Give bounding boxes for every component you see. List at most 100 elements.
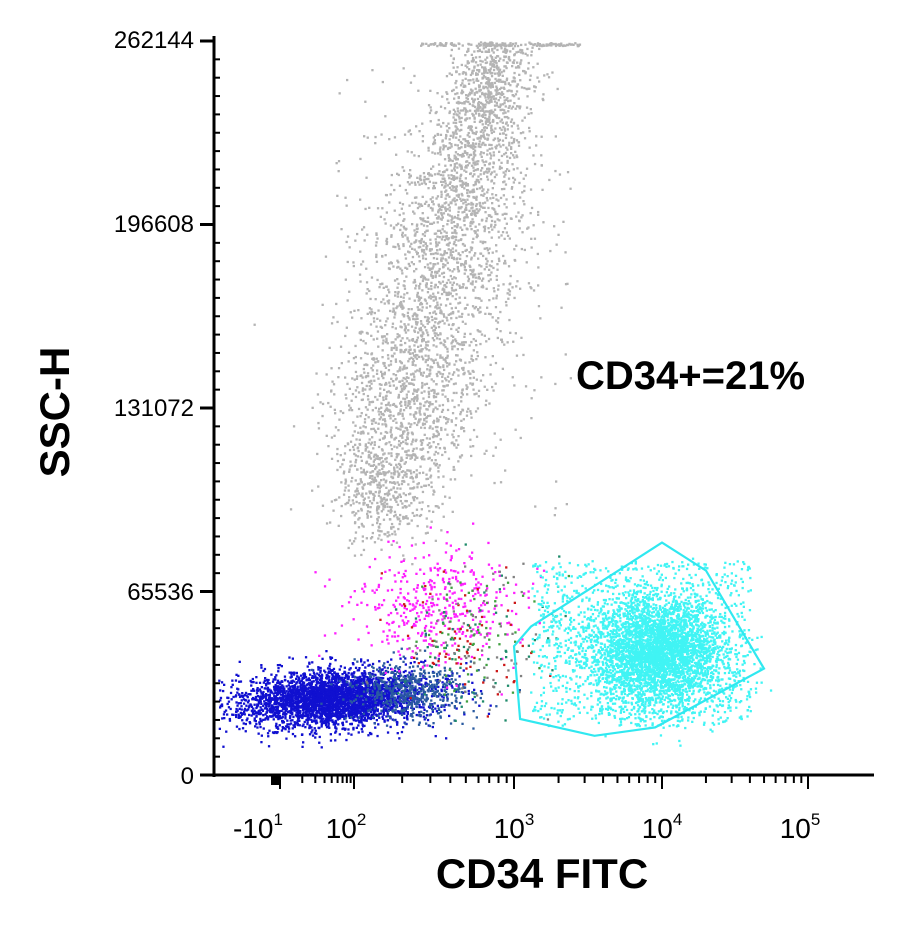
granulocyte-event: [466, 134, 469, 137]
granulocyte-event: [428, 426, 431, 430]
granulocyte-event: [332, 509, 335, 512]
granulocyte-event: [413, 196, 417, 199]
granulocyte-event: [514, 42, 518, 45]
granulocyte-event: [427, 354, 430, 358]
granulocyte-event: [469, 445, 472, 448]
granulocyte-event: [440, 410, 444, 413]
granulocyte-event: [467, 100, 470, 104]
granulocyte-event: [417, 89, 420, 92]
granulocyte-event: [439, 217, 442, 220]
granulocyte-event: [503, 65, 506, 68]
lymphocyte-event: [351, 691, 354, 694]
granulocyte-event: [506, 124, 509, 127]
granulocyte-event: [401, 272, 404, 275]
granulocyte-event: [365, 331, 369, 335]
lymphocyte-event: [378, 680, 381, 683]
granulocyte-event: [366, 512, 369, 516]
granulocyte-event: [438, 148, 442, 151]
granulocyte-event: [372, 481, 375, 484]
granulocyte-event: [504, 65, 507, 68]
granulocyte-event: [410, 356, 413, 359]
granulocyte-event: [478, 120, 482, 124]
granulocyte-event: [524, 174, 527, 177]
granulocyte-event: [514, 428, 517, 431]
granulocyte-event: [380, 456, 383, 460]
granulocyte-event: [441, 216, 444, 219]
granulocyte-event: [382, 376, 385, 380]
granulocyte-event: [461, 152, 464, 156]
granulocyte-event: [450, 378, 453, 381]
granulocyte-event: [364, 426, 367, 429]
granulocyte-event: [385, 239, 388, 243]
granulocyte-event: [414, 183, 417, 186]
granulocyte-event: [554, 169, 557, 173]
granulocyte-event: [398, 473, 401, 476]
granulocyte-event: [393, 481, 396, 484]
granulocyte-event: [537, 266, 540, 269]
granulocyte-event: [404, 341, 407, 345]
granulocyte-event: [454, 92, 457, 96]
granulocyte-event: [375, 479, 378, 483]
granulocyte-event: [451, 289, 454, 292]
granulocyte-event: [365, 281, 369, 284]
granulocyte-event: [394, 497, 397, 500]
granulocyte-event: [476, 109, 480, 112]
granulocyte-event: [439, 133, 443, 136]
granulocyte-event: [448, 186, 452, 189]
granulocyte-event: [425, 246, 428, 249]
granulocyte-event: [436, 307, 439, 310]
granulocyte-event: [411, 372, 415, 375]
granulocyte-event: [500, 91, 504, 94]
granulocyte-event: [475, 392, 478, 395]
granulocyte-event: [454, 203, 457, 206]
granulocyte-event: [450, 286, 454, 290]
granulocyte-event: [341, 463, 344, 466]
granulocyte-event: [470, 246, 474, 250]
granulocyte-event: [344, 393, 347, 396]
granulocyte-event: [361, 495, 364, 498]
granulocyte-event: [430, 222, 434, 225]
granulocyte-event: [382, 498, 386, 501]
granulocyte-event: [422, 332, 425, 335]
granulocyte-event: [505, 121, 508, 124]
granulocyte-event: [396, 172, 399, 175]
granulocyte-event: [415, 508, 419, 511]
granulocyte-event: [489, 41, 492, 44]
lymphocyte-event: [257, 700, 261, 703]
granulocyte-event: [466, 50, 469, 53]
granulocyte-event: [371, 470, 374, 473]
granulocyte-event: [473, 149, 477, 152]
granulocyte-event: [457, 138, 461, 142]
granulocyte-event: [438, 267, 441, 271]
granulocyte-event: [414, 370, 417, 373]
granulocyte-event: [429, 109, 433, 112]
granulocyte-event: [486, 50, 489, 53]
granulocyte-event: [332, 383, 336, 386]
lymphocyte-event: [268, 695, 271, 698]
granulocyte-event: [392, 494, 395, 497]
granulocyte-event: [402, 417, 405, 420]
granulocyte-event: [384, 404, 388, 407]
granulocyte-event: [399, 409, 402, 413]
granulocyte-event: [496, 92, 500, 95]
granulocyte-event: [458, 358, 462, 361]
granulocyte-event: [467, 131, 470, 135]
granulocyte-event: [375, 466, 378, 469]
granulocyte-event: [425, 248, 428, 251]
granulocyte-event: [363, 135, 366, 138]
granulocyte-event: [494, 361, 498, 365]
granulocyte-event: [448, 372, 451, 375]
granulocyte-event: [509, 84, 512, 87]
granulocyte-event: [402, 244, 405, 248]
lymphocyte-event: [281, 684, 284, 687]
granulocyte-event: [350, 464, 353, 467]
granulocyte-event: [484, 92, 487, 95]
granulocyte-event: [414, 364, 417, 367]
granulocyte-event: [419, 245, 422, 249]
granulocyte-event: [368, 401, 371, 404]
granulocyte-event: [416, 295, 419, 298]
granulocyte-event: [429, 89, 432, 92]
granulocyte-event: [369, 297, 372, 301]
granulocyte-event: [432, 181, 435, 184]
granulocyte-event: [381, 374, 384, 378]
